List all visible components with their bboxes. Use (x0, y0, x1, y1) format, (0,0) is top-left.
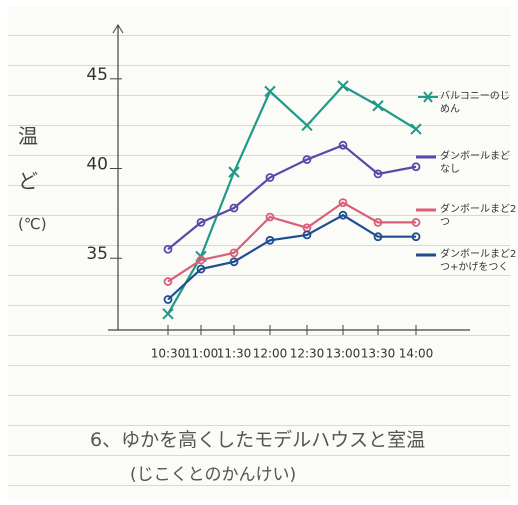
y-tick-label: 35 (86, 244, 108, 264)
page: 35 40 45 10:3011:0011:3012:0012:3013:0013:3… (0, 0, 518, 505)
y-axis-label: ど (18, 165, 38, 194)
y-axis-label: (℃) (18, 215, 47, 233)
chart-subtitle: (じこくとのかんけい) (130, 460, 296, 485)
x-tick-label: 12:00 (253, 347, 288, 361)
point-marker (163, 309, 173, 319)
x-tick-label: 10:30 (151, 347, 186, 361)
chart-title: 6、ゆかを高くしたモデルハウスと室温 (90, 425, 425, 452)
legend-label: バルコニーのじめん (440, 90, 518, 116)
point-marker (411, 124, 421, 134)
point-marker (302, 120, 312, 130)
x-tick-label: 11:30 (217, 347, 252, 361)
point-marker (265, 86, 275, 96)
series-line (168, 86, 416, 314)
series-line (168, 215, 416, 299)
y-tick-label: 45 (86, 65, 108, 85)
legend-label: ダンボールまどなし (440, 150, 518, 176)
point-marker (229, 167, 239, 177)
x-tick-label: 12:30 (290, 347, 325, 361)
x-tick-label: 13:30 (361, 347, 396, 361)
x-tick-label: 14:00 (399, 347, 434, 361)
y-axis-label: 温 (18, 120, 38, 149)
point-marker (373, 101, 383, 111)
point-marker (338, 81, 348, 91)
legend-marker (418, 92, 438, 102)
y-tick-label: 40 (86, 155, 108, 175)
legend-label: ダンボールまど2つ+かげをつく (440, 248, 518, 274)
legend-label: ダンボールまど2つ (440, 203, 518, 229)
x-tick-label: 11:00 (184, 347, 219, 361)
x-tick-label: 13:00 (326, 347, 361, 361)
